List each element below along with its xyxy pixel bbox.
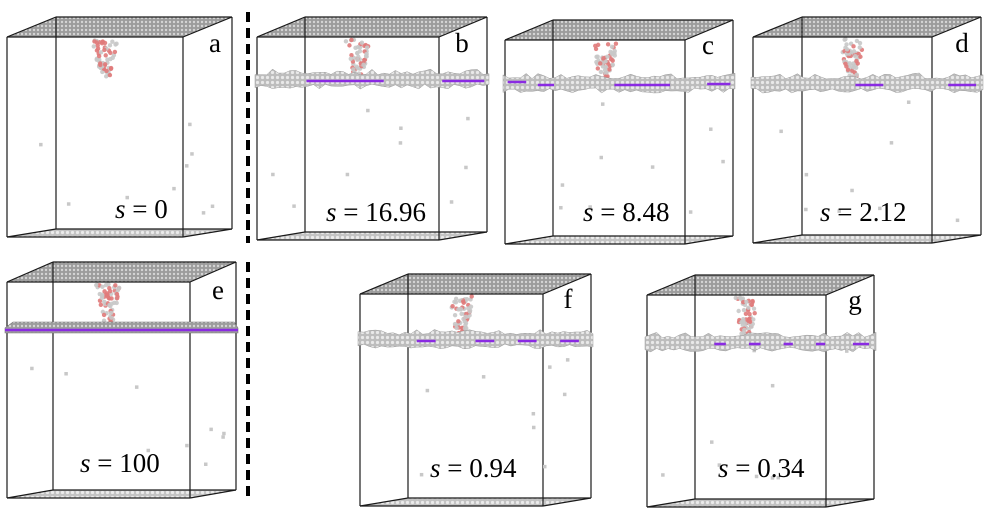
panel-label: a bbox=[209, 28, 221, 58]
panel-e: e s = 100 bbox=[4, 261, 239, 499]
s-value-label: s = 0.94 bbox=[430, 453, 517, 483]
atom-plate bbox=[750, 72, 984, 94]
scattered-atoms bbox=[30, 366, 226, 467]
top-atom-layer bbox=[504, 19, 734, 41]
s-equals: = bbox=[729, 453, 758, 483]
bottom-atom-layer bbox=[646, 498, 875, 508]
panel-a: a s = 0 bbox=[6, 16, 233, 238]
top-atom-layer bbox=[256, 16, 488, 38]
defect-cluster bbox=[449, 294, 474, 336]
atom-plate bbox=[4, 321, 239, 334]
s-number: 100 bbox=[119, 448, 160, 478]
s-variable: s bbox=[583, 197, 594, 227]
s-number: 0.94 bbox=[469, 453, 517, 483]
panel-label: g bbox=[848, 285, 862, 315]
s-value-label: s = 8.48 bbox=[583, 197, 670, 227]
top-atom-layer bbox=[6, 16, 233, 38]
top-atom-layer bbox=[646, 274, 875, 296]
defect-cluster bbox=[343, 37, 371, 79]
atom-plate bbox=[502, 72, 736, 94]
defect-cluster bbox=[91, 38, 119, 79]
simulation-box-edges bbox=[256, 16, 488, 241]
bottom-atom-layer bbox=[256, 231, 488, 241]
s-equals: = bbox=[126, 194, 155, 224]
s-variable: s bbox=[80, 448, 91, 478]
bottom-atom-layer bbox=[6, 489, 237, 499]
s-variable: s bbox=[115, 194, 126, 224]
panel-label: d bbox=[955, 28, 969, 58]
s-equals: = bbox=[337, 197, 366, 227]
bottom-atom-layer bbox=[504, 235, 734, 245]
simulation-box-edges bbox=[6, 16, 233, 238]
s-number: 0 bbox=[154, 194, 168, 224]
bottom-atom-layer bbox=[752, 234, 982, 244]
panel-c: c s = 8.48 bbox=[502, 19, 736, 245]
atom-plate bbox=[357, 329, 594, 350]
panel-g: g s = 0.34 bbox=[644, 274, 877, 508]
panel-label: c bbox=[702, 30, 714, 60]
top-atom-layer bbox=[359, 273, 592, 295]
simulation-box-edges bbox=[752, 16, 982, 244]
defect-cluster bbox=[733, 295, 757, 338]
defect-cluster bbox=[840, 36, 865, 80]
s-variable: s bbox=[718, 453, 729, 483]
s-number: 2.12 bbox=[859, 197, 906, 227]
s-variable: s bbox=[326, 197, 337, 227]
simulation-box-edges bbox=[646, 274, 875, 508]
atom-plate bbox=[644, 331, 877, 353]
scattered-atoms bbox=[779, 100, 960, 223]
s-variable: s bbox=[820, 197, 831, 227]
atom-plate bbox=[254, 68, 490, 90]
s-value-label: s = 0.34 bbox=[718, 453, 805, 483]
s-number: 8.48 bbox=[622, 197, 669, 227]
panel-d: d s = 2.12 bbox=[750, 16, 984, 244]
s-number: 16.96 bbox=[365, 197, 426, 227]
panels-layer: a s = 0 b s = 16.96 c s = 8.48 d s = 2.12 e s = 1… bbox=[4, 16, 984, 508]
top-atom-layer bbox=[752, 16, 982, 38]
scattered-atoms bbox=[271, 108, 470, 208]
bottom-atom-layer bbox=[359, 497, 592, 507]
panel-b: b s = 16.96 bbox=[254, 16, 490, 241]
panel-label: f bbox=[564, 284, 573, 314]
s-equals: = bbox=[91, 448, 120, 478]
s-number: 0.34 bbox=[757, 453, 805, 483]
bottom-atom-layer bbox=[6, 228, 233, 238]
s-variable: s bbox=[430, 453, 441, 483]
scattered-atoms bbox=[419, 358, 570, 477]
panel-label: b bbox=[455, 28, 469, 58]
panel-f: f s = 0.94 bbox=[357, 273, 594, 507]
s-equals: = bbox=[441, 453, 470, 483]
panel-label: e bbox=[212, 275, 224, 305]
s-value-label: s = 2.12 bbox=[820, 197, 907, 227]
s-value-label: s = 16.96 bbox=[326, 197, 426, 227]
s-value-label: s = 100 bbox=[80, 448, 160, 478]
simulation-box-edges bbox=[6, 261, 237, 499]
s-equals: = bbox=[831, 197, 860, 227]
simulation-box-edges bbox=[359, 273, 592, 507]
scattered-atoms bbox=[559, 102, 725, 214]
defect-cluster bbox=[94, 282, 122, 325]
s-value-label: s = 0 bbox=[115, 194, 168, 224]
scattered-atoms bbox=[39, 122, 215, 215]
s-equals: = bbox=[594, 197, 623, 227]
top-atom-layer bbox=[6, 261, 237, 283]
simulation-box-edges bbox=[504, 19, 734, 245]
